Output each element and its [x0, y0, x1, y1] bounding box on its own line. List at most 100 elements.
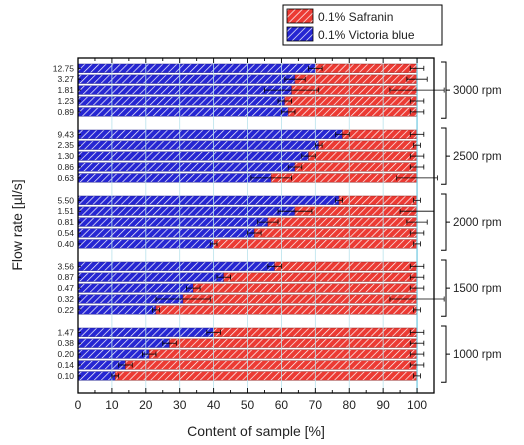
legend-swatch-safranin — [286, 8, 314, 24]
legend: 0.1% Safranin 0.1% Victoria blue — [282, 4, 443, 46]
x-axis-title: Content of sample [%] — [187, 423, 325, 439]
bar-safranin-1-0 — [342, 129, 418, 139]
bar-safranin-4-4 — [115, 371, 418, 381]
y-tick-label-4-1: 0.38 — [57, 338, 74, 348]
x-tick-label-90: 90 — [376, 398, 390, 412]
bar-safranin-1-2 — [308, 151, 418, 161]
y-tick-label-3-0: 3.56 — [57, 261, 74, 271]
group-label-1: 2500 rpm — [453, 151, 502, 163]
x-tick-label-60: 60 — [275, 398, 289, 412]
bar-victoria-blue-4-4 — [77, 371, 116, 381]
y-tick-label-0-4: 0.89 — [57, 107, 74, 117]
bar-safranin-2-3 — [254, 228, 418, 238]
bar-victoria-blue-2-2 — [77, 217, 269, 227]
x-tick-label-100: 100 — [407, 398, 427, 412]
bar-victoria-blue-1-3 — [77, 162, 296, 172]
y-tick-label-4-0: 1.47 — [57, 327, 74, 337]
bar-victoria-blue-2-0 — [77, 195, 340, 205]
group-labels: 3000 rpm 2500 rpm 2000 rpm 1500 rpm 1000 rpm — [441, 61, 502, 383]
bar-safranin-1-4 — [271, 173, 418, 183]
bar-victoria-blue-3-0 — [77, 261, 275, 271]
y-tick-labels: 12.753.271.811.230.89 9.432.351.300.860.6… — [53, 63, 81, 381]
bar-victoria-blue-0-1 — [77, 74, 296, 84]
bar-safranin-1-1 — [318, 140, 418, 150]
bar-victoria-blue-3-2 — [77, 283, 194, 293]
bar-safranin-1-3 — [294, 162, 418, 172]
y-tick-label-2-3: 0.54 — [57, 228, 74, 238]
y-axis-title: Flow rate [µl/s] — [9, 179, 25, 270]
y-tick-label-2-2: 0.81 — [57, 217, 74, 227]
bar-safranin-2-0 — [338, 195, 418, 205]
bar-safranin-4-1 — [169, 338, 418, 348]
bar-victoria-blue-1-2 — [77, 151, 309, 161]
bar-victoria-blue-3-1 — [77, 272, 225, 282]
bar-safranin-0-3 — [284, 96, 418, 106]
bar-safranin-4-2 — [148, 349, 418, 359]
y-tick-label-0-3: 1.23 — [57, 96, 74, 106]
bar-safranin-4-3 — [125, 360, 418, 370]
y-tick-label-0-0: 12.75 — [53, 63, 75, 73]
y-tick-label-1-2: 1.30 — [57, 151, 74, 161]
y-tick-label-1-4: 0.63 — [57, 173, 74, 183]
bar-victoria-blue-0-4 — [77, 107, 289, 117]
group-label-4: 1000 rpm — [453, 349, 502, 361]
bar-safranin-3-4 — [155, 305, 418, 315]
y-tick-label-2-1: 1.51 — [57, 206, 74, 216]
group-bracket-0 — [441, 61, 450, 119]
x-tick-label-50: 50 — [241, 398, 255, 412]
bar-victoria-blue-3-4 — [77, 305, 157, 315]
x-tick-label-0: 0 — [75, 398, 82, 412]
x-tick-label-30: 30 — [173, 398, 187, 412]
y-tick-label-4-2: 0.20 — [57, 349, 74, 359]
legend-label-victoria-blue: 0.1% Victoria blue — [318, 28, 415, 42]
legend-swatch-victoria-blue — [286, 26, 314, 42]
y-tick-label-2-4: 0.40 — [57, 239, 74, 249]
group-label-3: 1500 rpm — [453, 283, 502, 295]
bar-safranin-2-1 — [294, 206, 418, 216]
bar-victoria-blue-1-4 — [77, 173, 272, 183]
errors-layer — [111, 65, 445, 379]
group-label-2: 2000 rpm — [453, 217, 502, 229]
bar-victoria-blue-2-1 — [77, 206, 296, 216]
bar-safranin-2-2 — [267, 217, 418, 227]
bar-safranin-3-1 — [223, 272, 418, 282]
bar-safranin-0-1 — [294, 74, 418, 84]
y-tick-label-1-0: 9.43 — [57, 129, 74, 139]
y-tick-label-0-1: 3.27 — [57, 74, 74, 84]
y-tick-label-3-1: 0.87 — [57, 272, 74, 282]
x-axis: 0 10 20 30 40 50 60 70 80 90 100 — [75, 58, 427, 412]
bar-victoria-blue-0-2 — [77, 85, 292, 95]
y-tick-label-4-4: 0.10 — [57, 371, 74, 381]
x-tick-label-10: 10 — [105, 398, 119, 412]
y-tick-label-3-3: 0.32 — [57, 294, 74, 304]
group-bracket-1 — [441, 127, 450, 185]
plot-frame — [77, 57, 435, 394]
bar-safranin-0-4 — [287, 107, 418, 117]
y-tick-label-1-1: 2.35 — [57, 140, 74, 150]
x-tick-label-70: 70 — [309, 398, 323, 412]
group-bracket-3 — [441, 259, 450, 317]
bar-victoria-blue-1-0 — [77, 129, 343, 139]
group-bracket-2 — [441, 193, 450, 251]
y-tick-label-2-0: 5.50 — [57, 195, 74, 205]
x-tick-label-20: 20 — [139, 398, 153, 412]
bar-victoria-blue-4-2 — [77, 349, 150, 359]
bar-safranin-3-0 — [274, 261, 418, 271]
legend-label-safranin: 0.1% Safranin — [318, 10, 393, 24]
group-label-0: 3000 rpm — [453, 85, 502, 97]
bar-safranin-0-0 — [315, 63, 418, 73]
y-tick-label-1-3: 0.86 — [57, 162, 74, 172]
bar-safranin-3-3 — [182, 294, 418, 304]
y-tick-label-3-4: 0.22 — [57, 305, 74, 315]
x-tick-label-40: 40 — [207, 398, 221, 412]
y-tick-label-4-3: 0.14 — [57, 360, 74, 370]
x-tick-label-80: 80 — [343, 398, 357, 412]
bar-victoria-blue-4-1 — [77, 338, 170, 348]
group-bracket-4 — [441, 325, 450, 383]
y-tick-label-0-2: 1.81 — [57, 85, 74, 95]
bar-victoria-blue-0-3 — [77, 96, 286, 106]
y-tick-label-3-2: 0.47 — [57, 283, 74, 293]
bar-victoria-blue-1-1 — [77, 140, 319, 150]
bar-victoria-blue-0-0 — [77, 63, 316, 73]
